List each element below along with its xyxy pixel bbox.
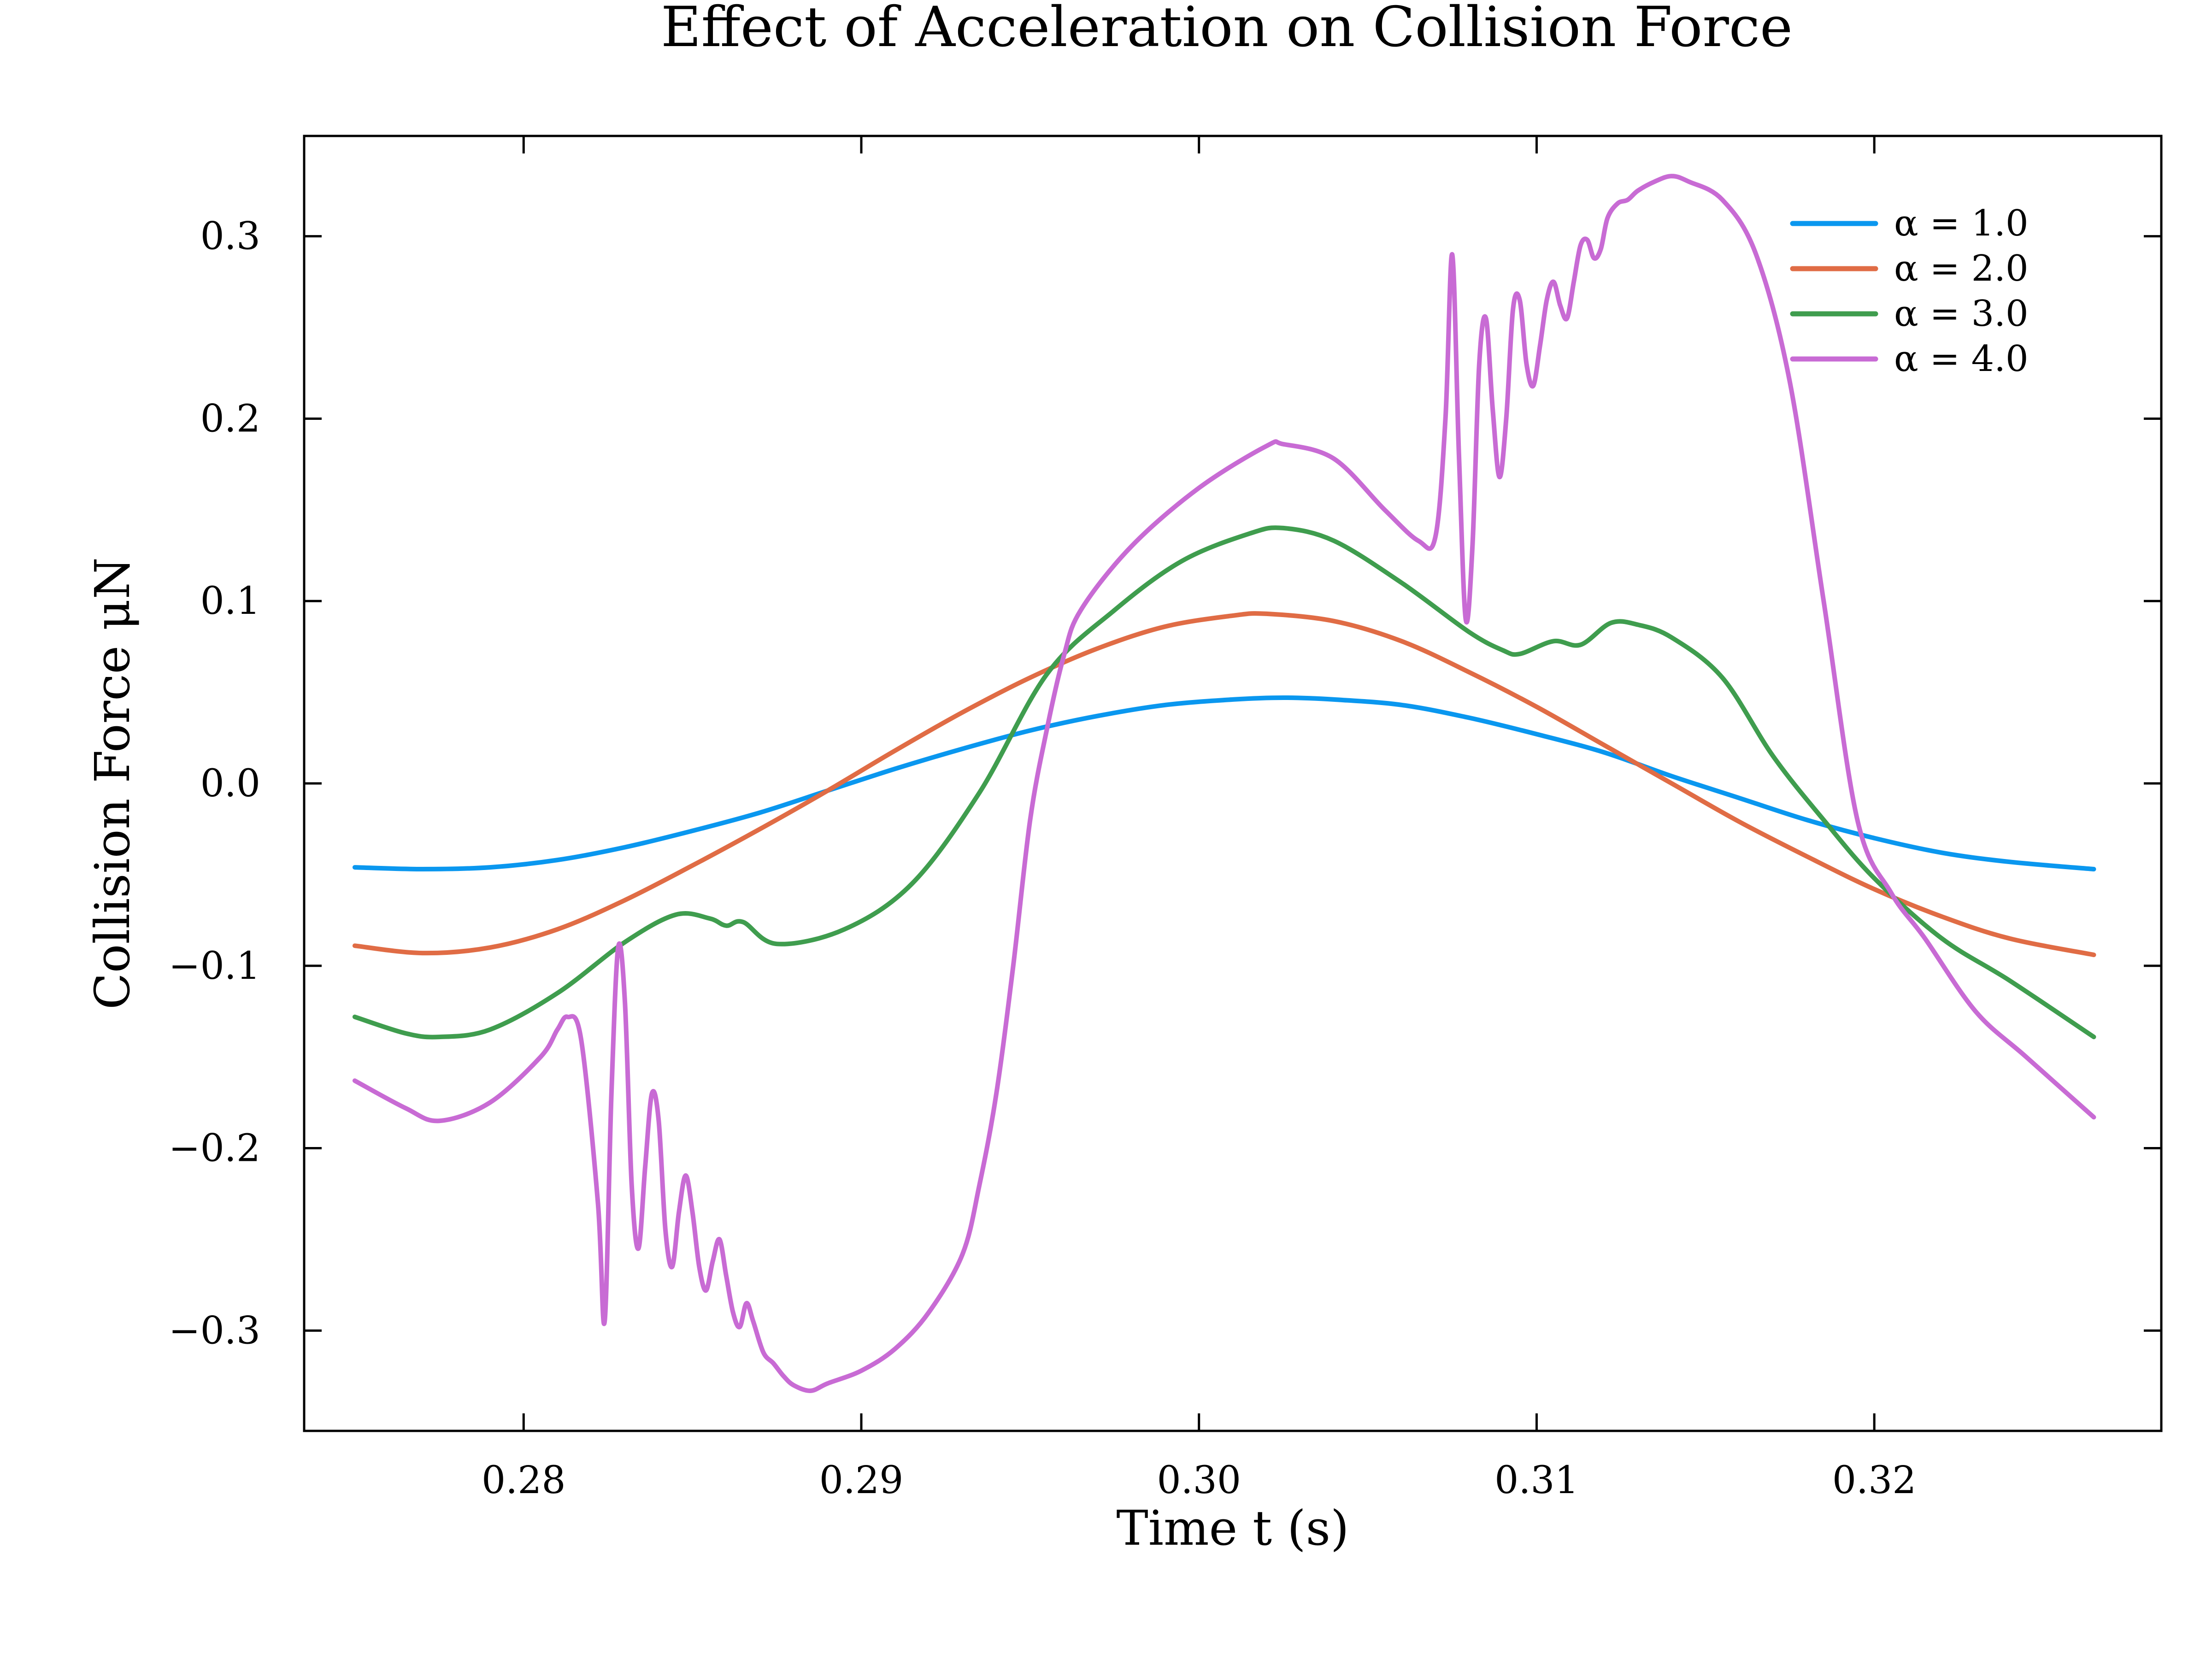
x-tick-label: 0.32: [1832, 1459, 1917, 1502]
y-tick-label: −0.1: [169, 944, 260, 988]
y-tick-label: −0.2: [169, 1127, 260, 1171]
legend: α = 1.0α = 2.0α = 3.0α = 4.0: [1790, 203, 2029, 380]
x-tick-label: 0.28: [482, 1459, 566, 1502]
y-tick-label: −0.3: [169, 1309, 260, 1353]
y-axis-ticks: −0.3 −0.2 −0.1 0.0 0.1 0.2 0.3: [169, 215, 2161, 1353]
legend-label-2: α = 2.0: [1894, 248, 2029, 289]
y-tick-label: 0.2: [200, 397, 260, 441]
legend-label-1: α = 1.0: [1894, 203, 2029, 244]
x-tick-label: 0.31: [1494, 1459, 1579, 1502]
y-axis-label: Collision Force μN: [84, 557, 141, 1010]
y-tick-label: 0.0: [200, 762, 260, 806]
chart-title: Effect of Acceleration on Collision Forc…: [661, 0, 1793, 59]
x-axis-label: Time t (s): [1116, 1500, 1349, 1556]
series-line-1: [352, 695, 2096, 871]
plot-frame: [303, 135, 2163, 1432]
x-tick-label: 0.30: [1157, 1459, 1241, 1502]
x-axis-ticks: 0.28 0.29 0.30 0.31 0.32: [482, 136, 1916, 1502]
y-tick-label: 0.1: [200, 579, 260, 623]
series-line-2: [352, 611, 2096, 957]
series-layer: [352, 174, 2096, 1393]
y-tick-label: 0.3: [200, 215, 260, 259]
legend-label-4: α = 4.0: [1894, 338, 2029, 380]
series-line-3: [352, 525, 2096, 1040]
x-tick-label: 0.29: [819, 1459, 904, 1502]
series-line-4: [352, 174, 2096, 1393]
legend-label-3: α = 3.0: [1894, 293, 2029, 335]
